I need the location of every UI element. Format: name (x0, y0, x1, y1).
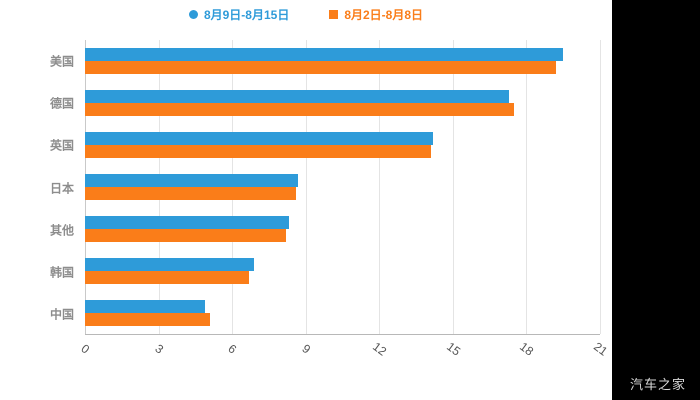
x-tick-label: 15 (443, 339, 464, 359)
legend: 8月9日-8月15日 8月2日-8月8日 (0, 6, 612, 23)
gridline (379, 40, 381, 334)
bar-中国-series-0 (85, 300, 206, 313)
circle-legend-marker-icon (188, 10, 198, 19)
bar-日本-series-0 (85, 174, 299, 187)
x-tick-label: 0 (78, 341, 93, 357)
x-axis: 0 3 6 9 12 15 18 21 (79, 337, 611, 371)
x-tick-label: 18 (517, 339, 537, 359)
gridline (305, 40, 307, 334)
y-axis-label: 德国 (49, 96, 74, 111)
chart-panel: 8月9日-8月15日 8月2日-8月8日 美国德国英国日本其他韩国中国 0 3 6 9 1… (0, 0, 612, 400)
bar-中国-series-1 (85, 313, 211, 326)
bar-美国-series-1 (85, 61, 556, 74)
bar-韩国-series-1 (85, 271, 250, 284)
legend-label: 8月9日-8月15日 (203, 8, 290, 22)
square-legend-marker-icon (329, 10, 339, 19)
gridline (452, 40, 454, 334)
bar-英国-series-0 (85, 132, 434, 145)
y-axis-label: 韩国 (49, 265, 74, 280)
x-tick-label: 3 (152, 341, 166, 357)
bar-其他-series-0 (85, 216, 289, 229)
x-tick-label: 21 (591, 339, 611, 359)
legend-label: 8月2日-8月8日 (344, 8, 424, 22)
bar-其他-series-1 (85, 229, 287, 242)
bar-美国-series-0 (85, 47, 564, 61)
x-tick-label: 6 (225, 341, 240, 357)
y-axis-label: 中国 (49, 307, 74, 322)
y-axis-labels: 美国德国英国日本其他韩国中国 (0, 40, 79, 335)
x-tick-label: 9 (299, 341, 313, 357)
gridline (600, 40, 601, 334)
y-axis-label: 日本 (49, 181, 74, 195)
y-axis-label: 美国 (49, 54, 74, 69)
bar-德国-series-0 (85, 90, 510, 103)
y-axis-label: 其他 (49, 223, 74, 238)
bar-德国-series-1 (85, 103, 515, 116)
bar-韩国-series-0 (85, 258, 255, 271)
gridline (526, 40, 528, 334)
legend-item-1[interactable]: 8月2日-8月8日 (329, 6, 423, 23)
y-axis-label: 英国 (49, 138, 74, 153)
watermark: 汽车之家 (630, 377, 687, 392)
bar-日本-series-1 (85, 187, 296, 200)
bar-英国-series-1 (85, 145, 431, 158)
plot-area (85, 40, 601, 335)
x-tick-label: 12 (370, 339, 390, 359)
legend-item-0[interactable]: 8月9日-8月15日 (188, 6, 290, 23)
